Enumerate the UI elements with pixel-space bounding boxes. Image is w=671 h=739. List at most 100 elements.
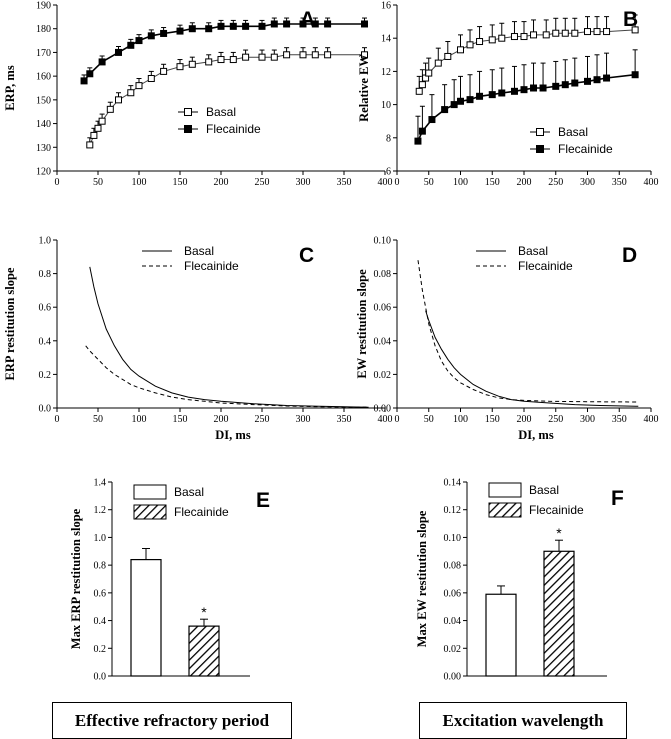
data-point — [242, 53, 250, 61]
data-point — [441, 106, 449, 114]
series-line — [85, 345, 369, 408]
y-tick-label: 0.12 — [444, 505, 462, 516]
data-point — [205, 58, 213, 66]
x-tick-label: 400 — [644, 414, 659, 425]
legend-swatch — [488, 502, 522, 518]
data-point — [147, 75, 155, 83]
legend-label: Basal — [174, 485, 204, 499]
data-point — [94, 124, 102, 132]
y-axis-title: Max EW restitution slope — [415, 510, 429, 647]
data-point — [603, 28, 611, 36]
y-tick-label: 0.02 — [444, 644, 462, 655]
data-point — [434, 59, 442, 67]
data-point — [258, 53, 266, 61]
legend-label: Basal — [184, 244, 214, 258]
y-tick-label: 1.4 — [94, 478, 107, 489]
data-point — [160, 67, 168, 75]
data-point — [631, 71, 639, 79]
data-point — [414, 137, 422, 145]
x-tick-label: 0 — [395, 177, 400, 188]
legend-label: Flecainide — [206, 122, 261, 136]
panel-letter: A — [300, 8, 315, 31]
data-point — [457, 46, 464, 54]
y-axis-title: Relative EW — [357, 54, 371, 122]
x-tick-label: 350 — [612, 177, 627, 188]
x-tick-label: 50 — [93, 414, 103, 425]
data-point — [418, 81, 426, 89]
data-point — [135, 82, 143, 90]
bar — [543, 550, 575, 677]
data-point — [561, 29, 569, 37]
y-tick-label: 0.04 — [374, 336, 392, 347]
fit-curve — [83, 23, 365, 82]
data-point — [106, 105, 114, 113]
legend-label: Flecainide — [174, 505, 229, 519]
series-line — [417, 260, 639, 403]
y-tick-label: 0.00 — [444, 672, 462, 683]
y-tick-label: 0.04 — [444, 616, 462, 627]
x-axis-title: DI, ms — [215, 428, 251, 442]
x-tick-label: 0 — [395, 414, 400, 425]
data-point — [552, 29, 560, 37]
data-point — [270, 20, 278, 28]
x-tick-label: 300 — [296, 177, 311, 188]
erp-summary-label: Effective refractory period — [52, 702, 292, 739]
y-tick-label: 12 — [381, 67, 391, 78]
fit-curve — [418, 29, 636, 92]
data-point — [217, 22, 225, 30]
legend-marker — [536, 145, 544, 153]
chart-A: 120 130 140 150 160 170 180 190 0 50 100 150 200 250 3… — [3, 1, 393, 189]
data-point — [135, 37, 143, 45]
data-point — [631, 26, 639, 34]
legend-label: Flecainide — [184, 259, 239, 273]
x-tick-label: 100 — [132, 414, 147, 425]
chart-D: 0.00 0.02 0.04 0.06 0.08 0.10 0 50 100 150 200 250 3… — [355, 236, 659, 443]
legend-marker — [184, 108, 192, 116]
y-tick-label: 0.02 — [374, 370, 392, 381]
data-point — [258, 22, 266, 30]
data-point — [510, 87, 518, 95]
y-tick-label: 10 — [381, 100, 391, 111]
y-tick-label: 0.00 — [374, 404, 392, 415]
x-tick-label: 100 — [453, 177, 468, 188]
legend-label: Flecainide — [558, 142, 613, 156]
data-point — [115, 48, 122, 56]
data-point — [425, 69, 433, 77]
data-point — [98, 58, 106, 66]
series-line — [425, 310, 639, 407]
y-tick-label: 0.4 — [94, 616, 107, 627]
data-point — [188, 25, 196, 33]
x-axis-title: DI, ms — [518, 428, 554, 442]
data-point — [520, 86, 528, 94]
panel-letter: F — [611, 487, 624, 510]
panel-letter: E — [256, 489, 270, 512]
data-point — [603, 74, 611, 82]
y-tick-label: 190 — [36, 1, 51, 12]
y-tick-label: 0.0 — [94, 672, 107, 683]
x-tick-label: 400 — [378, 177, 393, 188]
x-tick-label: 200 — [517, 414, 532, 425]
x-tick-label: 150 — [485, 177, 500, 188]
y-tick-label: 0.8 — [94, 561, 107, 572]
y-axis-title: EW restitution slope — [355, 269, 369, 379]
legend-label: Flecainide — [529, 503, 584, 517]
data-point — [229, 22, 237, 30]
data-point — [242, 22, 250, 30]
x-tick-label: 250 — [255, 414, 270, 425]
x-tick-label: 300 — [296, 414, 311, 425]
significance-mark: * — [556, 525, 562, 541]
data-point — [444, 52, 452, 60]
y-tick-label: 0.06 — [444, 588, 462, 599]
data-point — [311, 51, 319, 59]
data-point — [311, 20, 319, 28]
x-tick-label: 150 — [173, 177, 188, 188]
data-point — [80, 77, 88, 85]
data-point — [160, 29, 168, 37]
data-point — [324, 51, 332, 59]
data-point — [476, 38, 484, 46]
legend-marker — [536, 128, 544, 136]
x-tick-label: 200 — [517, 177, 532, 188]
y-tick-label: 0.4 — [39, 336, 52, 347]
y-tick-label: 0.08 — [374, 269, 392, 280]
x-tick-label: 400 — [378, 414, 393, 425]
